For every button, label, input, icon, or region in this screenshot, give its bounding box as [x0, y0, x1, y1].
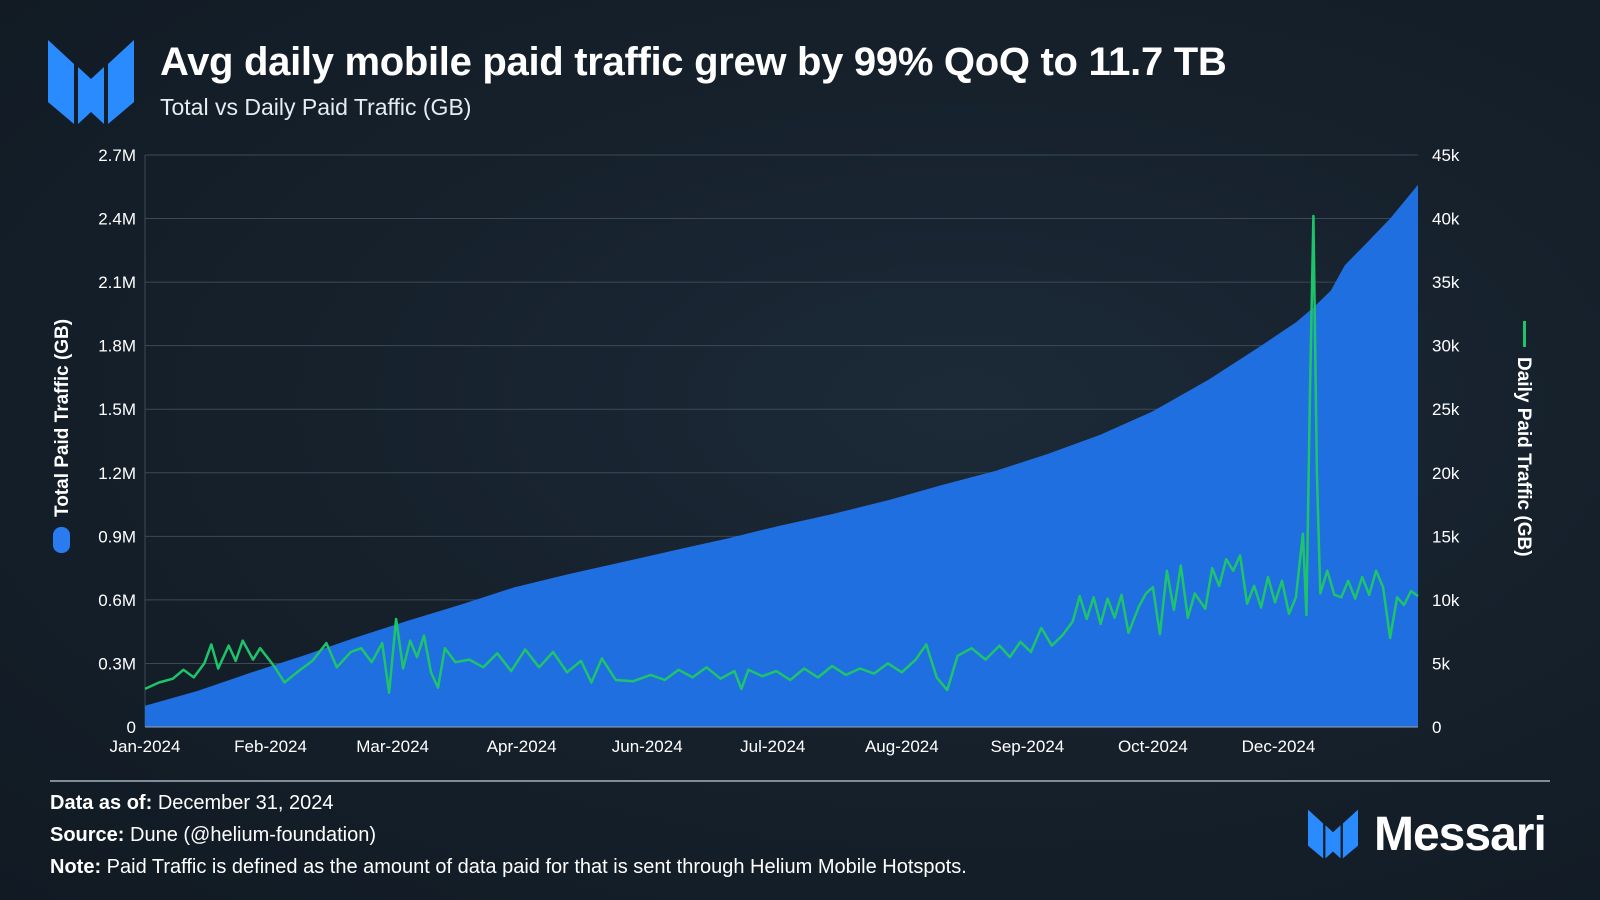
left-tick-label: 1.5M: [98, 400, 136, 419]
total-paid-traffic-area: [145, 184, 1418, 727]
left-tick-label: 0.9M: [98, 527, 136, 546]
left-tick-label: 1.2M: [98, 464, 136, 483]
x-tick-label: Feb-2024: [234, 737, 307, 756]
right-tick-label: 5k: [1432, 654, 1450, 673]
brand-lockup: Messari: [1308, 806, 1547, 862]
data-as-of-value: December 31, 2024: [157, 792, 334, 814]
x-tick-label: Mar-2024: [356, 737, 429, 756]
right-legend-swatch-green: [1523, 321, 1526, 347]
source-label: Source:: [50, 824, 125, 846]
left-tick-label: 1.8M: [98, 337, 136, 356]
right-axis-label: Daily Paid Traffic (GB): [1513, 357, 1534, 557]
note-label: Note:: [50, 856, 102, 878]
x-tick-label: Sep-2024: [991, 737, 1065, 756]
x-tick-label: Aug-2024: [865, 737, 939, 756]
source-value: Dune (@helium-foundation): [130, 824, 377, 846]
chart-canvas: 0 0.3M 0.6M 0.9M 1.2M 1.5M 1.8M 2.1M 2.4M 2.7M 0 5…: [52, 146, 1534, 756]
messari-brand-icon: [1308, 809, 1358, 859]
left-axis-title: Total Paid Traffic (GB): [52, 319, 73, 553]
left-axis-label: Total Paid Traffic (GB): [52, 319, 73, 517]
left-tick-label: 2.7M: [98, 146, 136, 165]
x-axis-ticks: Jan-2024 Feb-2024 Mar-2024 Apr-2024 Jun-2024…: [110, 737, 1316, 756]
right-tick-label: 40k: [1432, 210, 1460, 229]
messari-logo-icon: [48, 40, 134, 124]
left-tick-label: 0.3M: [98, 654, 136, 673]
right-tick-label: 45k: [1432, 146, 1460, 165]
daily-paid-traffic-line: [144, 214, 1419, 694]
right-tick-label: 10k: [1432, 591, 1460, 610]
x-tick-label: Dec-2024: [1242, 737, 1316, 756]
right-tick-label: 30k: [1432, 337, 1460, 356]
left-tick-label: 0.6M: [98, 591, 136, 610]
x-tick-label: Jan-2024: [110, 737, 181, 756]
footer-source: Source: Dune (@helium-foundation): [50, 824, 376, 847]
footer-divider: [50, 780, 1550, 782]
left-axis-ticks: 0 0.3M 0.6M 0.9M 1.2M 1.5M 1.8M 2.1M 2.4M 2.7M: [98, 146, 136, 737]
chart-title: Avg daily mobile paid traffic grew by 99…: [160, 40, 1227, 84]
x-tick-label: Apr-2024: [487, 737, 557, 756]
note-value: Paid Traffic is defined as the amount of…: [106, 856, 967, 878]
left-tick-label: 2.4M: [98, 210, 136, 229]
right-tick-label: 0: [1432, 718, 1441, 737]
right-axis-title: Daily Paid Traffic (GB): [1513, 321, 1534, 557]
right-tick-label: 20k: [1432, 464, 1460, 483]
x-tick-label: Jul-2024: [740, 737, 805, 756]
left-legend-swatch-blue: [53, 527, 70, 553]
left-tick-label: 0: [127, 718, 136, 737]
right-tick-label: 25k: [1432, 400, 1460, 419]
footer-data-as-of: Data as of: December 31, 2024: [50, 792, 333, 815]
x-tick-label: Oct-2024: [1118, 737, 1188, 756]
right-tick-label: 35k: [1432, 273, 1460, 292]
chart-subtitle: Total vs Daily Paid Traffic (GB): [160, 94, 472, 120]
right-axis-ticks: 0 5k 10k 15k 20k 25k 30k 35k 40k 45k: [1432, 146, 1460, 737]
brand-name: Messari: [1374, 807, 1547, 861]
x-tick-label: Jun-2024: [612, 737, 683, 756]
data-as-of-label: Data as of:: [50, 792, 153, 814]
left-tick-label: 2.1M: [98, 273, 136, 292]
footer-note: Note: Paid Traffic is defined as the amo…: [50, 856, 967, 879]
right-tick-label: 15k: [1432, 527, 1460, 546]
